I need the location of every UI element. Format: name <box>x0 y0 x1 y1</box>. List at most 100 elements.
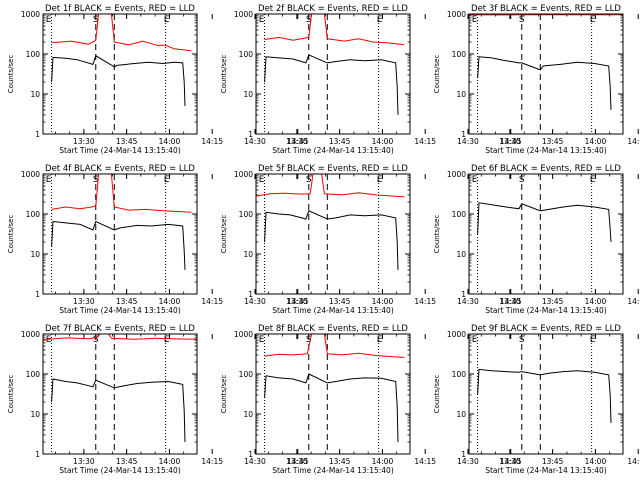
y-tick-label: 1 <box>461 290 466 299</box>
marker-S: S <box>519 15 525 25</box>
lld-series-line <box>51 174 192 213</box>
marker-E-start: E <box>472 175 478 185</box>
marker-E-start: E <box>259 335 265 345</box>
x-tick-label: 13:30 <box>286 137 308 146</box>
y-tick-label: 1 <box>248 130 253 139</box>
events-series-line <box>477 368 612 423</box>
panel-det-1f: Det 1f BLACK = Events, RED = LLD Counts/s… <box>7 4 309 155</box>
panel-title: Det 3f BLACK = Events, RED = LLD <box>471 4 621 14</box>
lld-series-line <box>43 334 197 341</box>
marker-E-end: E <box>377 335 383 345</box>
x-tick-label: 14:00 <box>372 457 394 466</box>
y-tick-label: 1 <box>248 290 253 299</box>
x-tick-label: 14:00 <box>159 457 181 466</box>
plot-frame <box>42 173 198 295</box>
events-series-line <box>264 210 399 270</box>
x-axis-label: Start Time (24-Mar-14 13:15:40) <box>59 146 181 155</box>
x-tick-label: 14:45 <box>287 137 309 146</box>
lld-series-line <box>256 174 405 198</box>
x-tick-label: 13:45 <box>329 297 351 306</box>
marker-E-end: E <box>590 15 596 25</box>
plot-frame <box>42 333 198 455</box>
y-tick-label: 100 <box>452 50 467 59</box>
marker-E-start: E <box>472 15 478 25</box>
x-tick-label: 13:30 <box>499 297 521 306</box>
x-tick-label: 14:45 <box>287 457 309 466</box>
events-series-line <box>51 220 186 270</box>
x-tick-label: 13:30 <box>286 297 308 306</box>
events-series-line <box>51 378 186 443</box>
y-tick-label: 10 <box>30 250 40 259</box>
plot-frame <box>42 13 198 135</box>
x-tick-label: 14:15 <box>627 297 640 306</box>
events-series-line <box>477 56 612 110</box>
panel-det-6f: Det 6f BLACK = Events, RED = LLD Counts/s… <box>433 164 640 315</box>
panel-det-7f: Det 7f BLACK = Events, RED = LLD Counts/s… <box>7 324 309 475</box>
x-tick-label: 14:30 <box>457 297 479 306</box>
panel-title: Det 9f BLACK = Events, RED = LLD <box>471 324 621 334</box>
x-axis-label: Start Time (24-Mar-14 13:15:40) <box>272 466 394 475</box>
panel-title: Det 1f BLACK = Events, RED = LLD <box>45 4 195 14</box>
x-tick-label: 13:30 <box>73 457 95 466</box>
x-tick-label: 14:00 <box>585 457 607 466</box>
y-tick-label: 10 <box>30 410 40 419</box>
x-tick-label: 14:15 <box>201 137 223 146</box>
plot-frame <box>255 13 411 135</box>
x-tick-label: 14:45 <box>500 297 522 306</box>
panel-det-5f: Det 5f BLACK = Events, RED = LLD Counts/s… <box>220 164 522 315</box>
x-tick-label: 13:45 <box>116 457 138 466</box>
marker-S: S <box>519 175 525 185</box>
x-tick-label: 13:45 <box>116 297 138 306</box>
x-tick-label: 13:45 <box>542 137 564 146</box>
marker-S: S <box>306 175 312 185</box>
marker-E-start: E <box>259 175 265 185</box>
panel-det-4f: Det 4f BLACK = Events, RED = LLD Counts/s… <box>7 164 309 315</box>
marker-E-end: E <box>164 15 170 25</box>
plot-frame <box>468 173 624 295</box>
y-tick-label: 10 <box>456 90 466 99</box>
y-axis-label: Counts/sec <box>220 375 228 414</box>
plot-frame <box>468 333 624 455</box>
y-axis-label: Counts/sec <box>7 55 15 94</box>
x-tick-label: 14:45 <box>500 457 522 466</box>
x-tick-label: 14:30 <box>244 297 266 306</box>
x-tick-label: 14:15 <box>627 457 640 466</box>
marker-E-end: E <box>377 15 383 25</box>
x-tick-label: 14:30 <box>457 137 479 146</box>
x-axis-label: Start Time (24-Mar-14 13:15:40) <box>59 306 181 315</box>
panel-title: Det 7f BLACK = Events, RED = LLD <box>45 324 195 334</box>
x-tick-label: 13:45 <box>542 297 564 306</box>
x-tick-label: 13:45 <box>329 137 351 146</box>
marker-S: S <box>93 175 99 185</box>
x-tick-label: 13:30 <box>499 457 521 466</box>
panel-title: Det 5f BLACK = Events, RED = LLD <box>258 164 408 174</box>
marker-E-start: E <box>259 15 265 25</box>
plot-frame <box>468 13 624 135</box>
x-tick-label: 14:15 <box>201 297 223 306</box>
x-tick-label: 13:45 <box>116 137 138 146</box>
x-tick-label: 14:15 <box>201 457 223 466</box>
panel-title: Det 6f BLACK = Events, RED = LLD <box>471 164 621 174</box>
x-tick-label: 14:15 <box>414 137 436 146</box>
lld-series-line <box>264 14 405 46</box>
marker-E-start: E <box>46 335 52 345</box>
y-tick-label: 100 <box>239 50 254 59</box>
y-tick-label: 1000 <box>21 170 40 179</box>
panel-det-9f: Det 9f BLACK = Events, RED = LLD Counts/s… <box>433 324 640 475</box>
y-axis-label: Counts/sec <box>220 55 228 94</box>
x-tick-label: 13:30 <box>499 137 521 146</box>
x-tick-label: 14:45 <box>500 137 522 146</box>
x-tick-label: 14:15 <box>627 137 640 146</box>
x-tick-label: 13:30 <box>73 297 95 306</box>
marker-E-end: E <box>377 175 383 185</box>
panel-title: Det 8f BLACK = Events, RED = LLD <box>258 324 408 334</box>
x-tick-label: 13:30 <box>73 137 95 146</box>
marker-E-start: E <box>46 15 52 25</box>
x-tick-label: 14:00 <box>372 297 394 306</box>
x-axis-label: Start Time (24-Mar-14 13:15:40) <box>272 306 394 315</box>
y-tick-label: 10 <box>243 410 253 419</box>
y-tick-label: 1000 <box>21 10 40 19</box>
x-tick-label: 14:00 <box>159 297 181 306</box>
x-tick-label: 14:15 <box>414 457 436 466</box>
